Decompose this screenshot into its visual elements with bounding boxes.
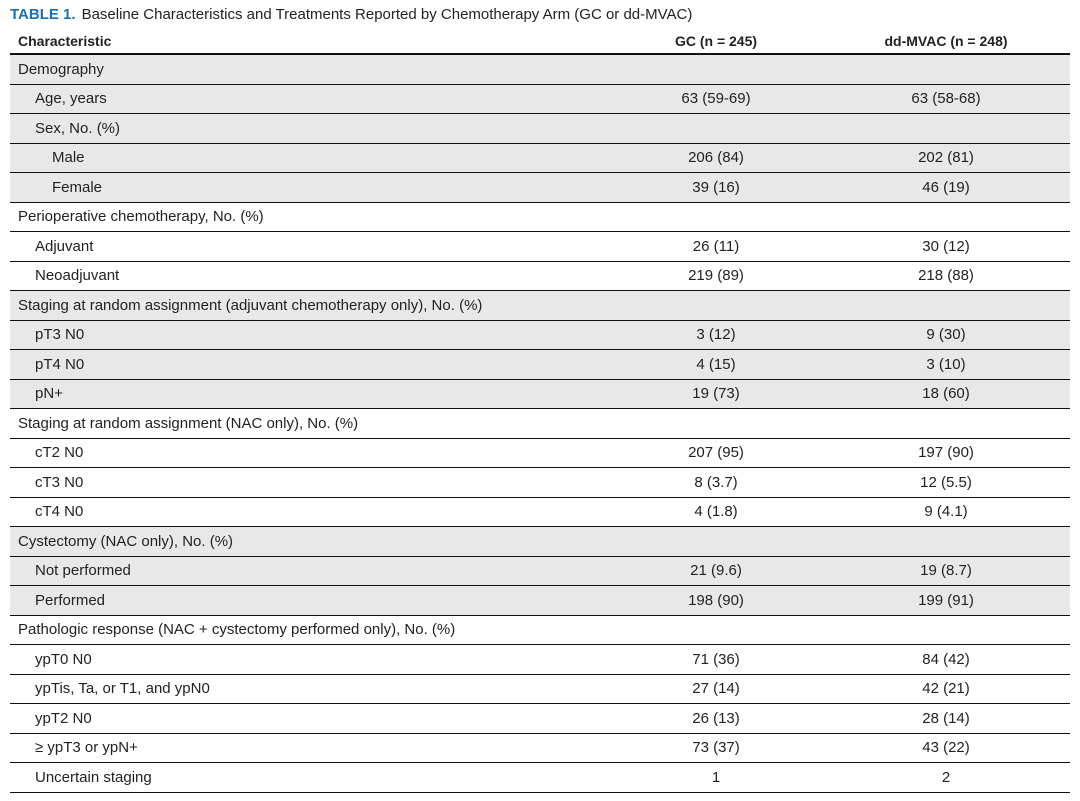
header-row: Characteristic GC (n = 245) dd-MVAC (n =… bbox=[10, 28, 1070, 55]
table-cell: Staging at random assignment (NAC only),… bbox=[18, 414, 359, 432]
table-cell: Demography bbox=[18, 60, 104, 78]
table-cell: 84 (42) bbox=[922, 650, 970, 668]
table-cell: 19 (8.7) bbox=[920, 562, 972, 580]
table-cell: ypT0 N0 bbox=[35, 650, 92, 668]
table-cell: 28 (14) bbox=[922, 709, 970, 727]
table-cell: 42 (21) bbox=[922, 680, 970, 698]
table-cell: 4 (15) bbox=[696, 355, 736, 373]
table: Characteristic GC (n = 245) dd-MVAC (n =… bbox=[10, 28, 1070, 793]
table-row: Uncertain staging 1 2 bbox=[10, 763, 1070, 793]
table-row: Sex, No. (%) bbox=[10, 114, 1070, 144]
table-row: Male 206 (84) 202 (81) bbox=[10, 143, 1070, 173]
table-cell: 9 (4.1) bbox=[924, 503, 968, 521]
table-cell: Uncertain staging bbox=[35, 768, 152, 786]
header-cell: dd-MVAC (n = 248) bbox=[884, 32, 1008, 49]
table-row: cT3 N0 8 (3.7) 12 (5.5) bbox=[10, 468, 1070, 498]
table-cell: Adjuvant bbox=[35, 237, 94, 255]
table-row: cT4 N0 4 (1.8) 9 (4.1) bbox=[10, 498, 1070, 527]
table-cell: 12 (5.5) bbox=[920, 473, 972, 491]
table-row: pN+ 19 (73) 18 (60) bbox=[10, 379, 1070, 409]
table-cell: ypT2 N0 bbox=[35, 709, 92, 727]
table-cell: cT3 N0 bbox=[35, 473, 84, 491]
table-cell: 202 (81) bbox=[918, 149, 974, 167]
table-row: Perioperative chemotherapy, No. (%) bbox=[10, 203, 1070, 232]
table-row: Demography bbox=[10, 55, 1070, 85]
table-cell: 39 (16) bbox=[692, 178, 740, 196]
table-row: Adjuvant 26 (11) 30 (12) bbox=[10, 232, 1070, 262]
table-cell: 18 (60) bbox=[922, 385, 970, 403]
table-cell: pT4 N0 bbox=[35, 355, 85, 373]
table-row: Not performed 21 (9.6) 19 (8.7) bbox=[10, 556, 1070, 586]
table-row: Staging at random assignment (NAC only),… bbox=[10, 409, 1070, 439]
table-cell: 1 bbox=[711, 768, 721, 786]
table-cell: 219 (89) bbox=[688, 267, 744, 285]
table-cell: 63 (58-68) bbox=[911, 90, 981, 108]
table-cell: ≥ ypT3 or ypN+ bbox=[35, 739, 138, 757]
table-cell: 8 (3.7) bbox=[694, 473, 738, 491]
table-cell: Pathologic response (NAC + cystectomy pe… bbox=[18, 621, 456, 639]
table-row: Cystectomy (NAC only), No. (%) bbox=[10, 527, 1070, 557]
table-cell: 4 (1.8) bbox=[694, 503, 738, 521]
caption-title: Baseline Characteristics and Treatments … bbox=[81, 6, 693, 23]
table-row: Pathologic response (NAC + cystectomy pe… bbox=[10, 616, 1070, 645]
table-cell: 63 (59-69) bbox=[681, 90, 751, 108]
caption-label: TABLE 1. bbox=[10, 6, 76, 23]
table-row: Female 39 (16) 46 (19) bbox=[10, 173, 1070, 203]
table-cell: 206 (84) bbox=[688, 149, 744, 167]
table-cell: 71 (36) bbox=[692, 650, 740, 668]
table-cell: Cystectomy (NAC only), No. (%) bbox=[18, 532, 234, 550]
header-cell: Characteristic bbox=[18, 32, 112, 49]
table-row: Age, years 63 (59-69) 63 (58-68) bbox=[10, 84, 1070, 114]
table-cell: cT2 N0 bbox=[35, 444, 84, 462]
table-row: Neoadjuvant 219 (89) 218 (88) bbox=[10, 262, 1070, 291]
table-cell: 207 (95) bbox=[688, 444, 744, 462]
table-cell: Female bbox=[52, 178, 103, 196]
table-cell: 3 (10) bbox=[926, 355, 966, 373]
table-cell: 21 (9.6) bbox=[690, 562, 742, 580]
table-cell: 26 (13) bbox=[692, 709, 740, 727]
table-cell: cT4 N0 bbox=[35, 503, 84, 521]
table-cell: 73 (37) bbox=[692, 739, 740, 757]
table-cell: 9 (30) bbox=[926, 326, 966, 344]
table-cell: 199 (91) bbox=[918, 591, 974, 609]
table-row: cT2 N0 207 (95) 197 (90) bbox=[10, 439, 1070, 468]
table-caption: TABLE 1. Baseline Characteristics and Tre… bbox=[10, 6, 692, 23]
table-cell: 19 (73) bbox=[692, 385, 740, 403]
table-cell: 2 bbox=[941, 768, 951, 786]
table-cell: 43 (22) bbox=[922, 739, 970, 757]
table-row: ≥ ypT3 or ypN+ 73 (37) 43 (22) bbox=[10, 734, 1070, 763]
table-cell: pT3 N0 bbox=[35, 326, 85, 344]
header-cell: GC (n = 245) bbox=[674, 32, 758, 49]
table-row: ypT0 N0 71 (36) 84 (42) bbox=[10, 645, 1070, 675]
table-cell: 30 (12) bbox=[922, 237, 970, 255]
table-cell: pN+ bbox=[35, 385, 63, 403]
table-cell: 198 (90) bbox=[688, 591, 744, 609]
table-cell: Performed bbox=[35, 591, 106, 609]
table-row: pT4 N0 4 (15) 3 (10) bbox=[10, 350, 1070, 380]
table-cell: Not performed bbox=[35, 562, 131, 580]
table-row: Performed 198 (90) 199 (91) bbox=[10, 586, 1070, 616]
table-cell: Staging at random assignment (adjuvant c… bbox=[18, 296, 483, 314]
table-cell: Age, years bbox=[35, 90, 107, 108]
table-cell: Sex, No. (%) bbox=[35, 119, 121, 137]
table-cell: 3 (12) bbox=[696, 326, 736, 344]
table-row: Staging at random assignment (adjuvant c… bbox=[10, 291, 1070, 321]
table-cell: 26 (11) bbox=[692, 237, 740, 255]
table-row: ypTis, Ta, or T1, and ypN0 27 (14) 42 (21) bbox=[10, 675, 1070, 704]
table-cell: 218 (88) bbox=[918, 267, 974, 285]
table-row: pT3 N0 3 (12) 9 (30) bbox=[10, 320, 1070, 350]
table-cell: ypTis, Ta, or T1, and ypN0 bbox=[35, 680, 210, 698]
table-cell: Male bbox=[52, 149, 85, 167]
table-row: ypT2 N0 26 (13) 28 (14) bbox=[10, 704, 1070, 734]
table-cell: 27 (14) bbox=[692, 680, 740, 698]
table-cell: Neoadjuvant bbox=[35, 267, 120, 285]
table-cell: Perioperative chemotherapy, No. (%) bbox=[18, 208, 264, 226]
table-cell: 46 (19) bbox=[922, 178, 970, 196]
table-cell: 197 (90) bbox=[918, 444, 974, 462]
